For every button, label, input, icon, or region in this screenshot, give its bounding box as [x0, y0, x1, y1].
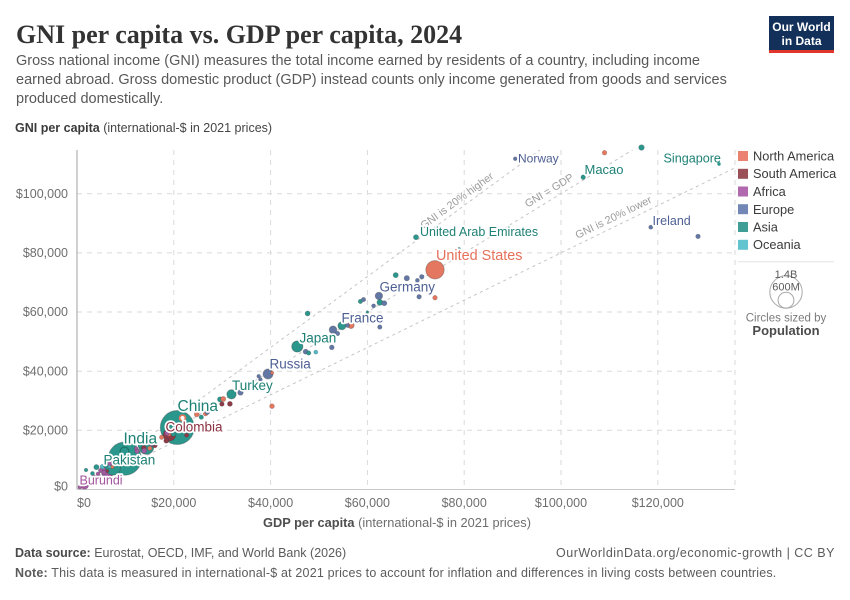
svg-text:France: France	[342, 311, 384, 326]
svg-text:GNI is 20% lower: GNI is 20% lower	[574, 194, 655, 242]
svg-text:Burundi: Burundi	[80, 474, 123, 488]
svg-text:$100,000: $100,000	[535, 496, 587, 510]
svg-text:GNI is 20% higher: GNI is 20% higher	[418, 170, 496, 232]
svg-text:Oceania: Oceania	[753, 237, 802, 252]
svg-text:1.4B: 1.4B	[775, 269, 798, 281]
svg-text:Russia: Russia	[270, 357, 312, 372]
svg-text:China: China	[178, 398, 219, 415]
svg-text:$20,000: $20,000	[23, 424, 68, 438]
svg-text:Circles sized by: Circles sized by	[746, 313, 827, 325]
svg-text:South America: South America	[753, 166, 837, 181]
svg-text:Pakistan: Pakistan	[104, 453, 156, 468]
svg-text:$0: $0	[54, 480, 68, 494]
svg-text:Europe: Europe	[753, 202, 794, 217]
svg-text:$60,000: $60,000	[345, 496, 390, 510]
svg-text:United States: United States	[436, 248, 522, 264]
svg-text:$40,000: $40,000	[248, 496, 293, 510]
svg-text:Population: Population	[752, 323, 819, 338]
svg-text:Japan: Japan	[300, 331, 337, 346]
svg-text:Germany: Germany	[380, 280, 436, 295]
svg-text:Norway: Norway	[518, 152, 559, 166]
svg-text:$100,000: $100,000	[16, 187, 68, 201]
svg-text:Macao: Macao	[585, 162, 624, 177]
svg-text:600M: 600M	[772, 281, 800, 293]
svg-text:Colombia: Colombia	[166, 420, 224, 435]
svg-text:$20,000: $20,000	[151, 496, 196, 510]
svg-text:$120,000: $120,000	[632, 496, 684, 510]
svg-text:United Arab Emirates: United Arab Emirates	[420, 225, 538, 239]
svg-text:GNI = GDP: GNI = GDP	[523, 172, 576, 211]
svg-text:$80,000: $80,000	[23, 246, 68, 260]
svg-text:$60,000: $60,000	[23, 305, 68, 319]
svg-text:$0: $0	[77, 496, 91, 510]
svg-text:North America: North America	[753, 149, 835, 164]
svg-text:Turkey: Turkey	[232, 378, 273, 393]
svg-text:Ireland: Ireland	[653, 214, 691, 228]
svg-text:India: India	[124, 431, 158, 448]
svg-text:GDP per capita (international-: GDP per capita (international-$ in 2021 …	[263, 515, 531, 530]
svg-text:$40,000: $40,000	[23, 364, 68, 378]
svg-text:Africa: Africa	[753, 184, 787, 199]
svg-text:Asia: Asia	[753, 220, 779, 235]
svg-text:Singapore: Singapore	[664, 152, 721, 166]
svg-text:$80,000: $80,000	[442, 496, 487, 510]
